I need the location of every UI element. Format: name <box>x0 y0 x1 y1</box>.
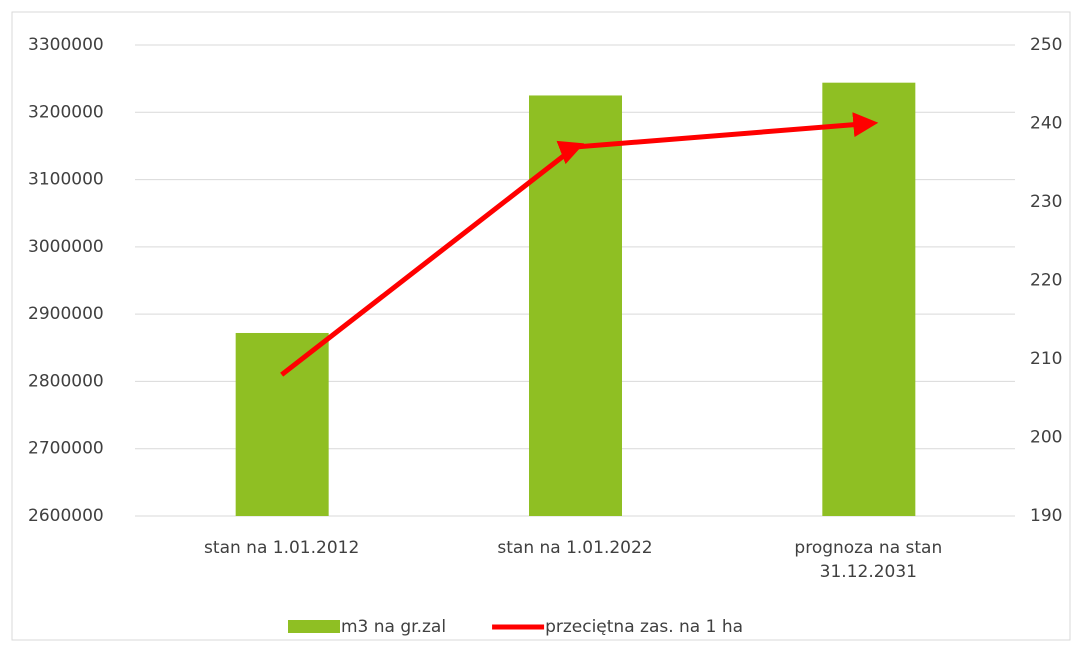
legend-swatch <box>288 620 340 633</box>
y-tick-label: 3000000 <box>28 237 104 257</box>
y-tick-label: 3300000 <box>28 35 104 55</box>
y2-tick-label: 240 <box>1030 114 1062 134</box>
x-tick-label: prognoza na stan 31.12.2031 <box>794 538 942 582</box>
y-tick-label: 2900000 <box>28 304 104 324</box>
y-tick-label: 3100000 <box>28 170 104 190</box>
legend-label: przeciętna zas. na 1 ha <box>545 617 743 637</box>
y2-tick-label: 250 <box>1030 35 1062 55</box>
y2-tick-label: 210 <box>1030 349 1062 369</box>
bar <box>822 82 916 517</box>
y2-tick-label: 190 <box>1030 506 1062 526</box>
bar <box>529 95 622 516</box>
bar <box>235 332 329 516</box>
x-tick-label: stan na 1.01.2012 <box>204 538 359 558</box>
y-tick-label: 2700000 <box>28 439 104 459</box>
legend-label: m3 na gr.zal <box>341 617 446 637</box>
x-tick-label: stan na 1.01.2022 <box>497 538 652 558</box>
y2-tick-label: 220 <box>1030 271 1062 291</box>
line <box>280 112 879 377</box>
y-tick-label: 2800000 <box>28 371 104 391</box>
y2-tick-label: 200 <box>1030 428 1062 448</box>
y-tick-label: 2600000 <box>28 506 104 526</box>
y2-tick-label: 230 <box>1030 192 1062 212</box>
y-tick-label: 3200000 <box>28 102 104 122</box>
